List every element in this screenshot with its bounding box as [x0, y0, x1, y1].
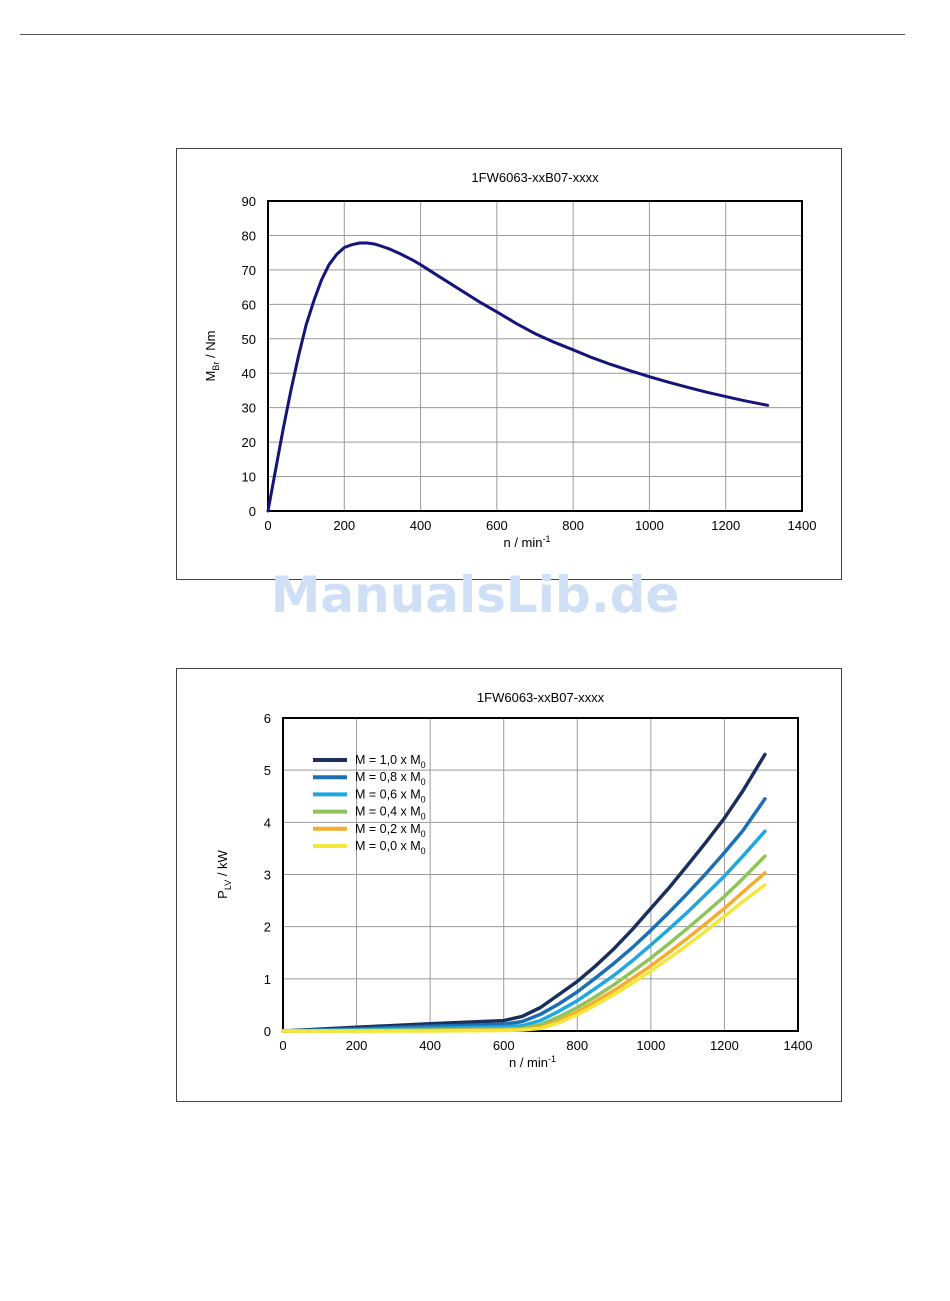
- y-tick-label: 5: [264, 763, 271, 778]
- x-tick-label: 0: [264, 518, 271, 533]
- legend-entry: M = 1,0 x M0: [355, 753, 426, 770]
- x-tick-label: 800: [562, 518, 584, 533]
- x-tick-label: 600: [486, 518, 508, 533]
- legend-entry: M = 0,4 x M0: [355, 805, 426, 822]
- y-axis-label: PLV / kW: [215, 849, 233, 898]
- x-tick-label: 400: [419, 1038, 441, 1053]
- series-line-5: [281, 871, 767, 1033]
- series-line-1: [266, 241, 770, 513]
- y-tick-label: 30: [242, 401, 256, 416]
- y-tick-label: 60: [242, 297, 256, 312]
- x-tick-label: 1200: [711, 518, 740, 533]
- x-tick-label: 200: [333, 518, 355, 533]
- plot-area-border: [282, 717, 799, 1032]
- chart-frame-power-loss: 1FW6063-xxB07-xxxx 0 200 400 600 800 1000 1200 1…: [176, 668, 842, 1102]
- y-tick-label: 80: [242, 228, 256, 243]
- y-tick-label: 1: [264, 972, 271, 987]
- x-tick-label: 1400: [788, 518, 817, 533]
- legend-entry: M = 0,0 x M0: [355, 839, 426, 856]
- legend-entry: M = 0,2 x M0: [355, 822, 426, 839]
- x-tick-label: 0: [279, 1038, 286, 1053]
- y-axis-label: MBr / Nm: [203, 331, 221, 382]
- series-line-1: [281, 752, 767, 1033]
- legend-entry: M = 0,6 x M0: [355, 787, 426, 804]
- y-tick-label: 6: [264, 711, 271, 726]
- plot-area-border: [267, 200, 803, 512]
- y-tick-label: 90: [242, 194, 256, 209]
- y-tick-label: 50: [242, 332, 256, 347]
- y-tick-label: 2: [264, 920, 271, 935]
- series-line-6: [281, 883, 767, 1033]
- x-tick-label: 1000: [635, 518, 664, 533]
- x-tick-label: 400: [410, 518, 432, 533]
- x-tick-label: 200: [346, 1038, 368, 1053]
- page-top-rule: [20, 34, 905, 35]
- y-tick-label: 10: [242, 470, 256, 485]
- x-axis-label: n / min-1: [509, 1054, 556, 1070]
- y-tick-label: 70: [242, 263, 256, 278]
- y-tick-label: 0: [264, 1024, 271, 1039]
- x-tick-label: 1000: [636, 1038, 665, 1053]
- series-line-3: [281, 829, 767, 1033]
- x-tick-label: 1200: [710, 1038, 739, 1053]
- chart-title: 1FW6063-xxB07-xxxx: [471, 170, 599, 185]
- legend-entry: M = 0,8 x M0: [355, 770, 426, 787]
- x-tick-label: 1400: [784, 1038, 813, 1053]
- y-tick-label: 20: [242, 435, 256, 450]
- chart-title: 1FW6063-xxB07-xxxx: [477, 690, 605, 705]
- series-line-2: [281, 797, 767, 1033]
- series-line-4: [281, 854, 767, 1033]
- x-tick-label: 600: [493, 1038, 515, 1053]
- y-tick-label: 40: [242, 366, 256, 381]
- x-axis-label: n / min-1: [503, 534, 550, 550]
- chart-frame-braking-torque: 1FW6063-xxB07-xxxx 0 200 400 600 800 1000 1200 1…: [176, 148, 842, 580]
- y-tick-label: 3: [264, 868, 271, 883]
- power-loss-chart: 1FW6063-xxB07-xxxx 0 200 400 600 800 1000 1200 1…: [215, 690, 813, 1070]
- y-tick-label: 0: [249, 504, 256, 519]
- y-tick-label: 4: [264, 815, 271, 830]
- x-tick-label: 800: [566, 1038, 588, 1053]
